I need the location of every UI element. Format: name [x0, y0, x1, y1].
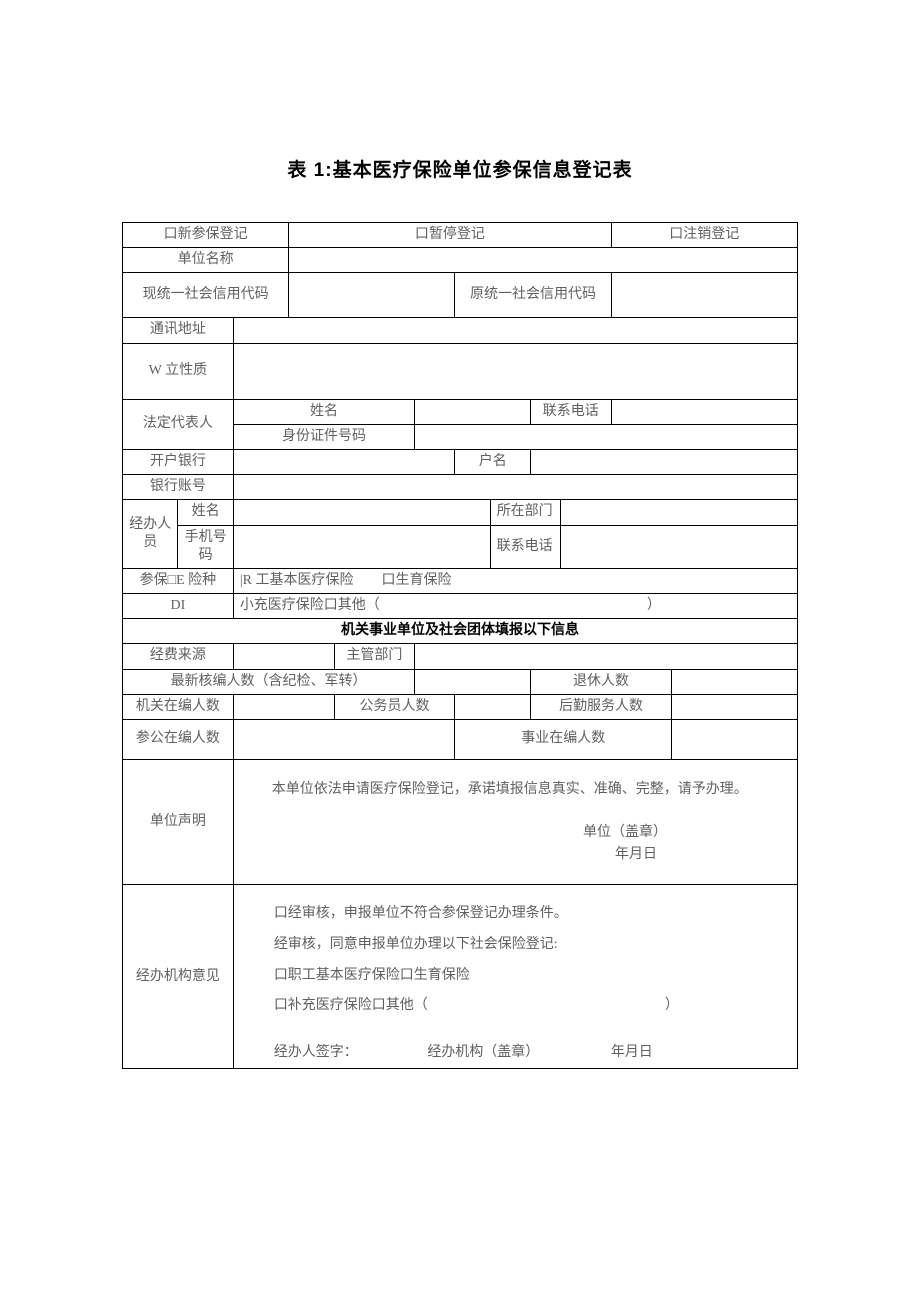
field-op-dept[interactable]: [561, 500, 798, 525]
field-rep-id[interactable]: [415, 424, 798, 449]
label-acct-name: 户名: [455, 449, 531, 474]
opinion-content: 口经审核，申报单位不符合参保登记办理条件。 经审核，同意申报单位办理以下社会保险…: [233, 885, 797, 1069]
label-operator: 经办人员: [123, 500, 178, 569]
field-shiye-count[interactable]: [672, 720, 798, 760]
field-address[interactable]: [233, 318, 797, 343]
declaration-content: 本单位依法申请医疗保险登记，承诺填报信息真实、准确、完整，请予办理。 单位（盖章…: [233, 760, 797, 885]
label-address: 通讯地址: [123, 318, 234, 343]
field-prev-credit-code[interactable]: [611, 273, 797, 318]
field-civil-count[interactable]: [455, 694, 531, 719]
opinion-signer: 经办人签字：: [274, 1044, 424, 1062]
field-rep-name[interactable]: [415, 399, 531, 424]
field-acct-no[interactable]: [233, 475, 797, 500]
label-op-name: 姓名: [178, 500, 233, 525]
field-latest-count[interactable]: [415, 669, 531, 694]
label-logistics-count: 后勤服务人数: [530, 694, 671, 719]
registration-table: 口新参保登记 口暂停登记 口注销登记 单位名称 现统一社会信用代码 原统一社会信…: [122, 222, 798, 1069]
opinion-line1[interactable]: 口经审核，申报单位不符合参保登记办理条件。: [274, 899, 757, 930]
label-rep-id: 身份证件号码: [233, 424, 414, 449]
chk-pause-reg[interactable]: 口暂停登记: [289, 223, 611, 248]
field-agency-count[interactable]: [233, 694, 334, 719]
opinion-line4-text: 口补充医疗保险口其他（: [274, 998, 428, 1013]
label-supervisor: 主管部门: [334, 644, 415, 669]
label-agency-count: 机关在编人数: [123, 694, 234, 719]
field-fund-source[interactable]: [233, 644, 334, 669]
opinion-line4-close: ）: [665, 998, 679, 1013]
field-op-mobile[interactable]: [233, 525, 490, 568]
label-bank: 开户银行: [123, 449, 234, 474]
chk-new-reg[interactable]: 口新参保登记: [123, 223, 289, 248]
opinion-date: 年月日: [611, 1045, 653, 1060]
field-rep-phone[interactable]: [611, 399, 797, 424]
label-retired-count: 退休人数: [530, 669, 671, 694]
label-fund-source: 经费来源: [123, 644, 234, 669]
label-shiye-count: 事业在编人数: [455, 720, 672, 760]
label-latest-count: 最新核编人数（含纪检、军转）: [123, 669, 415, 694]
field-logistics-count[interactable]: [672, 694, 798, 719]
field-op-phone[interactable]: [561, 525, 798, 568]
field-unit-name[interactable]: [289, 248, 798, 273]
label-op-mobile: 手机号码: [178, 525, 233, 568]
label-cgz-count: 参公在编人数: [123, 720, 234, 760]
field-supervisor[interactable]: [415, 644, 798, 669]
label-ins-type1: 参保□E 险种: [123, 568, 234, 593]
label-ins-type2: DI: [123, 594, 234, 619]
label-acct-no: 银行账号: [123, 475, 234, 500]
label-rep-phone: 联系电话: [530, 399, 611, 424]
label-civil-count: 公务员人数: [334, 694, 455, 719]
field-bank[interactable]: [233, 449, 455, 474]
opinion-line3[interactable]: 口职工基本医疗保险口生育保险: [274, 961, 757, 992]
opinion-line2: 经审核，同意申报单位办理以下社会保险登记:: [274, 930, 757, 961]
chk-cancel-reg[interactable]: 口注销登记: [611, 223, 797, 248]
label-nature: W 立性质: [123, 343, 234, 399]
label-opinion: 经办机构意见: [123, 885, 234, 1069]
label-op-dept: 所在部门: [490, 500, 561, 525]
opinion-line4[interactable]: 口补充医疗保险口其他（ ）: [274, 991, 757, 1022]
label-unit-name: 单位名称: [123, 248, 289, 273]
chk-ins-line2[interactable]: 小充医疗保险口其他（ ）: [233, 594, 797, 619]
field-retired-count[interactable]: [672, 669, 798, 694]
field-nature[interactable]: [233, 343, 797, 399]
field-current-credit-code[interactable]: [289, 273, 455, 318]
field-acct-name[interactable]: [530, 449, 797, 474]
declaration-stamp: 单位（盖章）: [244, 822, 787, 844]
field-op-name[interactable]: [233, 500, 490, 525]
field-cgz-count[interactable]: [233, 720, 455, 760]
form-title: 表 1:基本医疗保险单位参保信息登记表: [122, 155, 798, 182]
label-legal-rep: 法定代表人: [123, 399, 234, 449]
label-declaration: 单位声明: [123, 760, 234, 885]
opinion-footer: 经办人签字： 经办机构（盖章） 年月日: [234, 1036, 797, 1068]
declaration-date: 年月日: [244, 844, 787, 866]
label-prev-credit-code: 原统一社会信用代码: [455, 273, 611, 318]
chk-ins-line2-close: ）: [647, 598, 661, 613]
label-current-credit-code: 现统一社会信用代码: [123, 273, 289, 318]
label-op-phone: 联系电话: [490, 525, 561, 568]
declaration-text: 本单位依法申请医疗保险登记，承诺填报信息真实、准确、完整，请予办理。: [244, 778, 787, 802]
section-header: 机关事业单位及社会团体填报以下信息: [123, 619, 798, 644]
chk-ins-line1[interactable]: |R 工基本医疗保险 口生育保险: [233, 568, 797, 593]
chk-ins-line2-text: 小充医疗保险口其他（: [240, 598, 380, 613]
label-rep-name: 姓名: [233, 399, 414, 424]
opinion-org-stamp: 经办机构（盖章）: [427, 1044, 607, 1062]
